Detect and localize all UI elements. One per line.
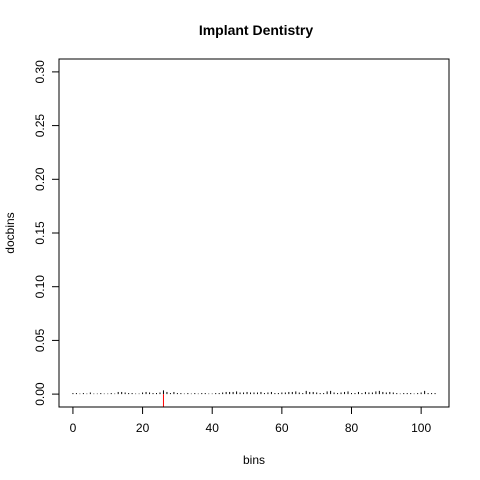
x-tick-label: 60 <box>275 421 289 435</box>
x-axis-label: bins <box>243 453 265 467</box>
chart-title: Implant Dentistry <box>199 22 314 38</box>
x-tick-label: 20 <box>136 421 150 435</box>
y-tick-label: 0.30 <box>33 60 47 84</box>
y-tick-label: 0.10 <box>33 275 47 299</box>
x-tick-label: 100 <box>411 421 431 435</box>
y-tick-label: 0.00 <box>33 382 47 406</box>
y-axis-label: docbins <box>3 212 17 253</box>
y-axis: 0.00 0.05 0.10 0.15 0.20 0.25 0.30 <box>33 60 60 406</box>
x-axis: 0 20 40 60 80 100 <box>70 406 431 435</box>
y-tick-label: 0.20 <box>33 167 47 191</box>
x-tick-label: 0 <box>70 421 77 435</box>
y-tick-label: 0.15 <box>33 221 47 245</box>
y-tick-label: 0.05 <box>33 328 47 352</box>
x-tick-label: 80 <box>345 421 359 435</box>
plot-area <box>58 58 450 408</box>
bars-group <box>72 390 436 407</box>
y-tick-label: 0.25 <box>33 114 47 138</box>
x-tick-label: 40 <box>206 421 220 435</box>
